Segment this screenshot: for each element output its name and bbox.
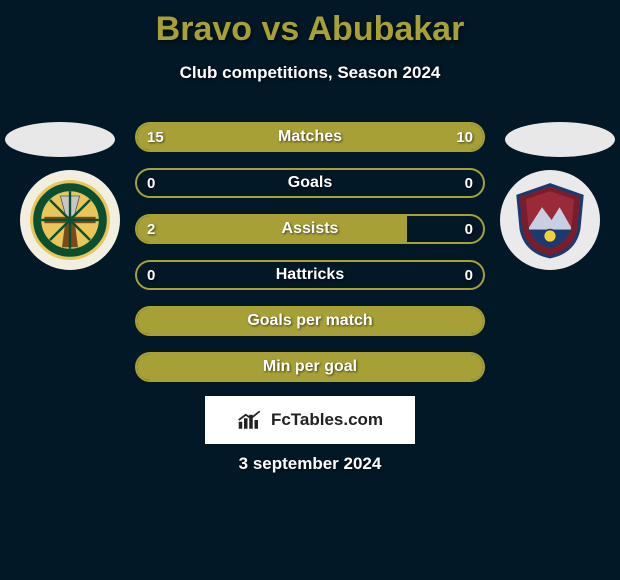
bar-fill-left xyxy=(137,308,483,334)
portland-timbers-icon xyxy=(30,180,110,260)
bar-val-left: 0 xyxy=(147,170,155,196)
bar-goals-per-match: Goals per match xyxy=(135,306,485,336)
bar-fill-right xyxy=(345,124,483,150)
bar-label: Hattricks xyxy=(137,262,483,288)
bar-min-per-goal: Min per goal xyxy=(135,352,485,382)
bar-goals: 0 Goals 0 xyxy=(135,168,485,198)
player-avatar-right xyxy=(505,122,615,157)
watermark: FcTables.com xyxy=(205,396,415,444)
colorado-rapids-icon xyxy=(510,180,590,260)
bar-assists: 2 Assists 0 xyxy=(135,214,485,244)
page-subtitle: Club competitions, Season 2024 xyxy=(0,63,620,83)
club-badge-right xyxy=(500,170,600,270)
date-label: 3 september 2024 xyxy=(0,454,620,474)
bar-val-right: 0 xyxy=(465,262,473,288)
bar-fill-left xyxy=(137,216,407,242)
bar-label: Goals xyxy=(137,170,483,196)
bar-val-right: 0 xyxy=(465,216,473,242)
bar-val-right: 0 xyxy=(465,170,473,196)
watermark-text: FcTables.com xyxy=(271,410,383,430)
chart-icon xyxy=(237,409,265,431)
page-title: Bravo vs Abubakar xyxy=(0,0,620,49)
bar-fill-left xyxy=(137,124,345,150)
bar-matches: 15 Matches 10 xyxy=(135,122,485,152)
player-avatar-left xyxy=(5,122,115,157)
club-badge-left xyxy=(20,170,120,270)
bar-hattricks: 0 Hattricks 0 xyxy=(135,260,485,290)
bar-val-left: 0 xyxy=(147,262,155,288)
bar-fill-left xyxy=(137,354,483,380)
comparison-bars: 15 Matches 10 0 Goals 0 2 Assists 0 0 Ha… xyxy=(135,122,485,398)
